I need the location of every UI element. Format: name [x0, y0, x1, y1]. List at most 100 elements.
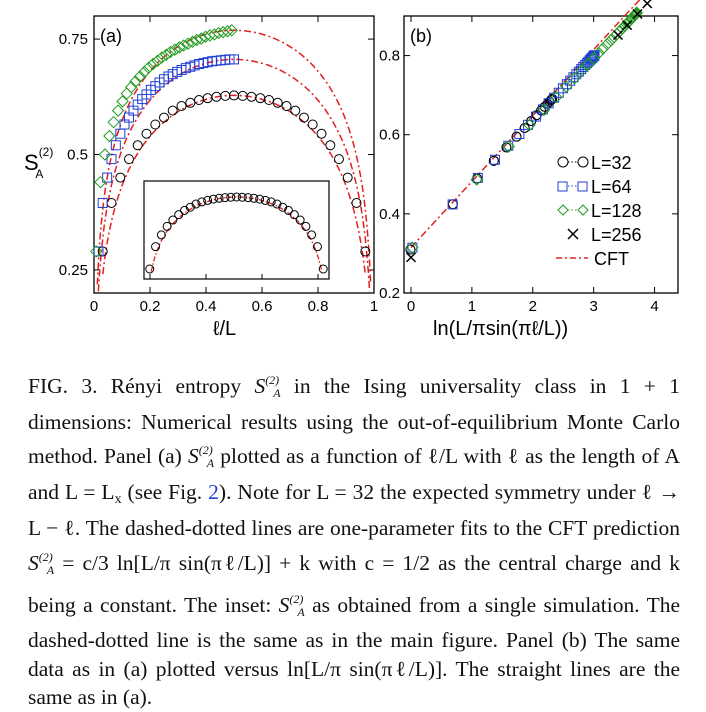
data-point-L32 [299, 112, 309, 123]
legend-label-CFT: CFT [594, 249, 629, 269]
data-point-L64 [106, 154, 117, 165]
caption-symbol: S(2)A [254, 373, 281, 400]
figure: 0 0.2 0.4 0.6 0.8 10.250.50.75 (a) S(2) A ℓ/L … [24, 0, 679, 340]
data-point-L32 [511, 131, 522, 142]
data-point-L32 [342, 172, 353, 183]
data-point-L128 [111, 104, 125, 117]
data-point-L64 [568, 72, 579, 83]
legend-label-L128: L=128 [591, 201, 642, 221]
inset-data-point [174, 210, 184, 220]
inset-data-point [289, 210, 299, 220]
data-point-L32 [281, 101, 292, 112]
data-point-L128 [600, 38, 614, 51]
data-point-L128 [90, 245, 103, 258]
x-tick-label: 1 [468, 298, 476, 315]
data-point-L128 [155, 51, 168, 64]
data-point-L128 [221, 25, 234, 38]
data-point-L128 [523, 118, 536, 132]
data-point-L32 [132, 140, 143, 151]
data-point-L32 [115, 172, 126, 183]
data-point-L64 [589, 50, 600, 61]
data-point-L128 [164, 45, 177, 59]
data-point-L32 [124, 154, 134, 165]
inset-data-point [237, 192, 247, 202]
data-point-L64 [578, 61, 589, 72]
inset-data-point [255, 194, 265, 204]
data-point-L64 [110, 140, 121, 151]
legend: L=32 L=64 L=128 L=256 CFT [556, 153, 642, 269]
data-point-L32 [141, 128, 152, 139]
data-point-L64 [447, 199, 458, 210]
data-point-L128 [550, 90, 563, 104]
inset-data-point [168, 215, 178, 225]
cft-fit-line [102, 94, 367, 275]
figure-caption: FIG. 3. Rényi entropy S(2)A in the Ising… [28, 373, 680, 710]
data-point-L128 [146, 57, 160, 71]
panel-a-label: (a) [100, 26, 122, 46]
inset-data-point [318, 264, 328, 274]
data-point-L128 [181, 37, 195, 50]
data-point-L128 [177, 39, 190, 52]
data-point-L32 [531, 110, 542, 121]
data-point-L128 [225, 24, 238, 37]
data-point-L128 [103, 129, 116, 143]
y-tick-label: 0.25 [59, 262, 88, 279]
inset-data-point [243, 193, 253, 203]
inset-data-point [203, 195, 213, 205]
inset-data-point [260, 195, 270, 205]
data-point-L64 [514, 129, 525, 140]
panel-a-ylabel: S(2) A [24, 145, 53, 181]
data-point-L128 [173, 41, 186, 54]
data-point-L64 [97, 197, 108, 208]
data-point-L32 [290, 105, 301, 116]
figure-reference-link[interactable]: 2 [208, 479, 219, 504]
data-point-L32 [351, 197, 362, 208]
x-tick-label: 2 [529, 298, 537, 315]
data-point-L128 [568, 71, 581, 85]
data-point-L32 [360, 246, 371, 257]
y-tick-label: 0.5 [67, 147, 88, 164]
inset-data-point [272, 199, 282, 209]
data-point-L128 [560, 80, 573, 93]
data-point-L64 [531, 111, 542, 122]
data-point-L32 [307, 119, 318, 130]
data-point-L32 [546, 95, 557, 106]
data-point-L128 [607, 30, 621, 44]
data-point-L128 [129, 75, 142, 88]
data-point-L128 [142, 61, 155, 74]
y-tick-label: 0.2 [379, 285, 400, 302]
inset-data-point [295, 215, 305, 225]
inset-data-point [151, 242, 161, 252]
data-point-L32 [325, 140, 336, 151]
inset-data-point [278, 202, 288, 212]
data-point-L32 [167, 105, 178, 116]
inset-data-point [145, 264, 155, 274]
caption-symbol: S(2)A [28, 549, 55, 577]
data-point-L128 [470, 173, 483, 186]
panel-a-xlabel: ℓ/L [213, 318, 236, 340]
y-tick-label: 0.8 [379, 48, 400, 65]
data-point-L128 [94, 175, 107, 189]
data-point-L32 [519, 122, 530, 133]
data-point-L64 [229, 54, 239, 65]
data-point-L64 [543, 98, 554, 109]
data-point-L32 [176, 101, 187, 112]
x-tick-label: 0.6 [252, 298, 273, 315]
data-point-L128 [151, 54, 164, 67]
inset-data-point [312, 242, 322, 252]
inset-data-point [266, 197, 276, 207]
data-point-L64 [102, 172, 113, 183]
inset-data-point [191, 199, 201, 209]
data-point-L64 [561, 79, 572, 90]
x-tick-label: 1 [370, 298, 378, 315]
legend-label-L256: L=256 [591, 225, 642, 245]
x-tick-label: 0 [407, 298, 415, 315]
data-point-L32 [539, 101, 550, 112]
inset-data-point [162, 221, 172, 231]
cft-fit-line [410, 0, 641, 249]
data-point-L128 [107, 115, 120, 129]
data-point-L256 [642, 0, 653, 9]
inset-data-point [232, 192, 241, 202]
data-point-L128 [133, 70, 147, 83]
data-point-L32 [334, 154, 344, 165]
